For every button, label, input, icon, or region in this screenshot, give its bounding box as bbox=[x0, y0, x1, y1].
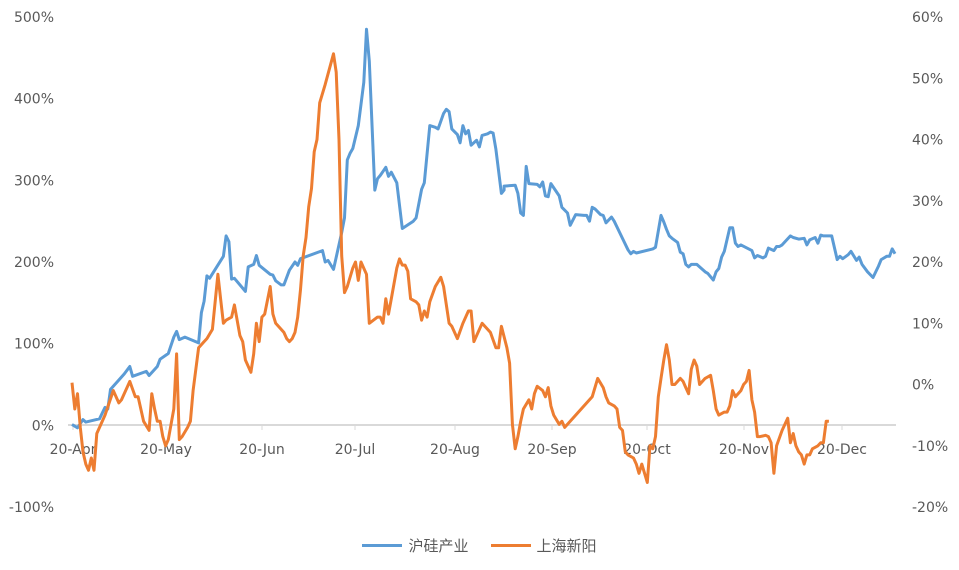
left-axis-tick: 200% bbox=[14, 255, 54, 271]
left-axis-tick: 500% bbox=[14, 10, 54, 26]
series-line-shanghai-xinyang bbox=[70, 52, 829, 484]
right-axis-tick: 20% bbox=[912, 255, 943, 271]
x-axis-tick: 20-Jul bbox=[335, 442, 376, 458]
legend-swatch-blue bbox=[362, 544, 403, 547]
right-y-axis: 60% 50% 40% 30% 20% 10% 0% -10% -20% bbox=[912, 10, 948, 516]
x-axis-tick: 20-Dec bbox=[817, 442, 867, 458]
right-axis-tick: 40% bbox=[912, 133, 943, 149]
right-axis-tick: -10% bbox=[912, 439, 948, 455]
left-axis-tick: -100% bbox=[9, 500, 54, 516]
x-axis-tick: 20-Sep bbox=[527, 442, 576, 458]
right-axis-tick: 10% bbox=[912, 316, 943, 332]
left-y-axis: 500% 400% 300% 200% 100% 0% -100% bbox=[9, 10, 54, 516]
right-axis-tick: 50% bbox=[912, 71, 943, 87]
x-axis-tick: 20-Jun bbox=[239, 442, 285, 458]
left-axis-tick: 300% bbox=[14, 173, 54, 189]
right-axis-tick: 0% bbox=[912, 378, 934, 394]
right-axis-tick: 30% bbox=[912, 194, 943, 210]
x-axis: 20-Apr 20-May 20-Jun 20-Jul 20-Aug 20-Sep 20-O… bbox=[50, 425, 867, 458]
x-axis-tick: 20-Aug bbox=[430, 442, 480, 458]
x-axis-tick: 20-Oct bbox=[623, 442, 671, 458]
x-axis-tick: 20-May bbox=[140, 442, 192, 458]
legend-label: 上海新阳 bbox=[536, 537, 597, 555]
legend-swatch-orange bbox=[490, 544, 531, 547]
right-axis-tick: 60% bbox=[912, 10, 943, 26]
right-axis-tick: -20% bbox=[912, 500, 948, 516]
series-line-hugui bbox=[71, 27, 897, 430]
chart-legend: 沪硅产业 上海新阳 bbox=[0, 535, 959, 556]
legend-item-shanghai-xinyang: 上海新阳 bbox=[490, 535, 597, 556]
left-axis-tick: 400% bbox=[14, 92, 54, 108]
legend-item-hugui: 沪硅产业 bbox=[362, 535, 469, 556]
left-axis-tick: 0% bbox=[32, 418, 54, 434]
left-axis-tick: 100% bbox=[14, 337, 54, 353]
legend-label: 沪硅产业 bbox=[408, 537, 469, 555]
x-axis-tick: 20-Nov bbox=[719, 442, 769, 458]
x-axis-tick: 20-Apr bbox=[50, 442, 97, 458]
